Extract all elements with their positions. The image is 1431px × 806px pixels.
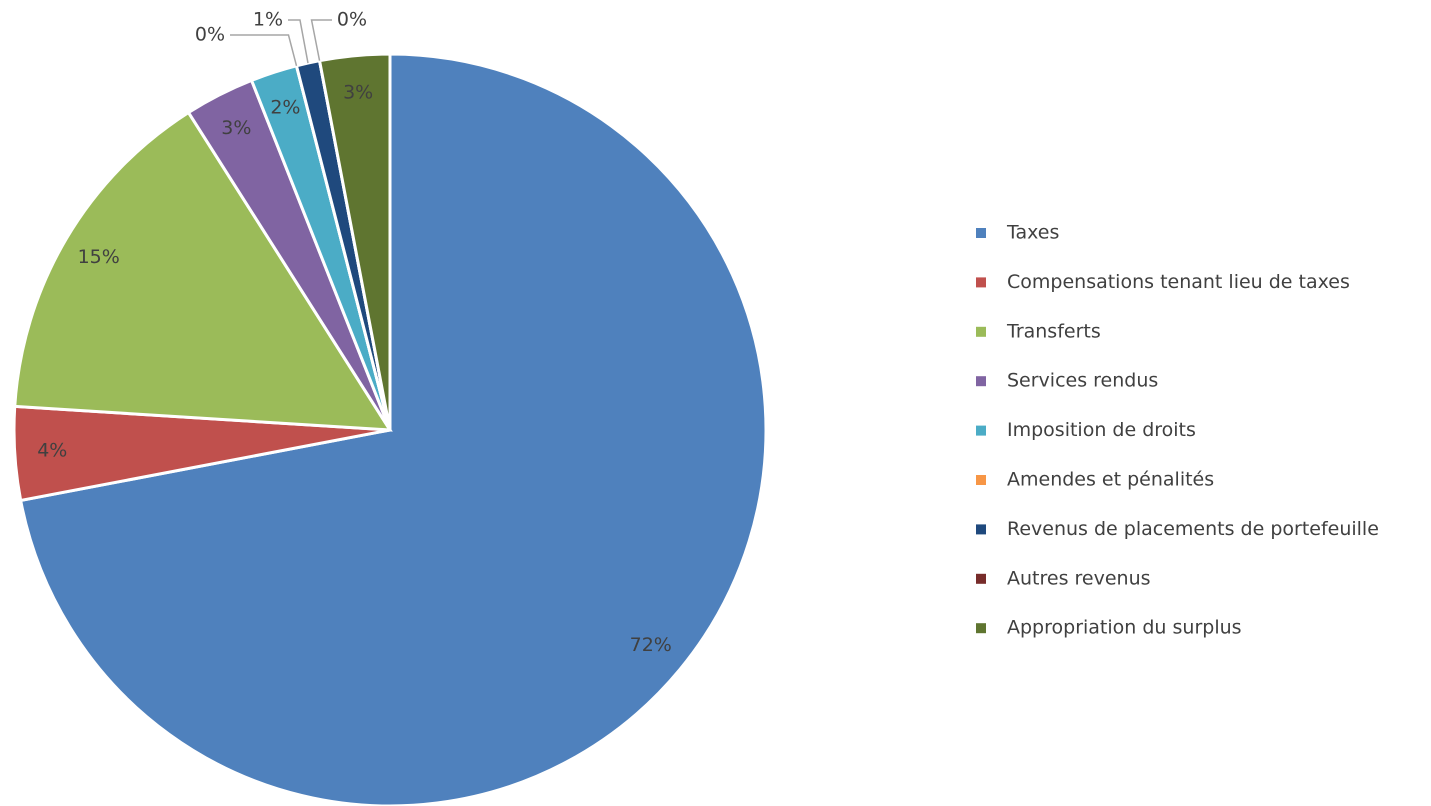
data-label: 15% [78, 246, 120, 268]
data-label: 3% [221, 117, 251, 139]
data-label: 2% [270, 97, 300, 119]
leader-line [230, 34, 298, 67]
data-label: 3% [343, 82, 373, 104]
pie-slice [317, 52, 392, 431]
legend-label: Compensations tenant lieu de taxes [1007, 271, 1350, 293]
leader-line [310, 19, 332, 61]
legend-swatch [976, 623, 986, 634]
legend-label: Amendes et pénalités [1007, 469, 1214, 491]
legend-swatch [976, 573, 986, 584]
data-label: 72% [630, 634, 672, 656]
legend-label: Taxes [1006, 222, 1059, 244]
legend-label: Imposition de droits [1007, 419, 1196, 441]
legend-swatch [976, 376, 986, 387]
data-label: 0% [337, 9, 367, 31]
legend-label: Appropriation du surplus [1007, 617, 1242, 639]
data-label: 0% [195, 24, 225, 46]
legend-swatch [976, 524, 986, 535]
pie-slice [18, 52, 768, 806]
legend-swatch [976, 425, 986, 436]
data-label: 4% [37, 440, 67, 462]
legend-swatch [976, 277, 986, 288]
leader-line [288, 19, 309, 64]
legend-label: Revenus de placements de portefeuille [1007, 518, 1379, 540]
legend-label: Services rendus [1007, 370, 1158, 392]
pie-slice [13, 110, 393, 432]
data-label: 1% [253, 9, 283, 31]
legend-swatch [976, 326, 986, 337]
legend-swatch [976, 228, 986, 238]
legend-swatch [976, 475, 986, 485]
legend-label: Transferts [1006, 320, 1101, 342]
legend-label: Autres revenus [1007, 567, 1151, 589]
